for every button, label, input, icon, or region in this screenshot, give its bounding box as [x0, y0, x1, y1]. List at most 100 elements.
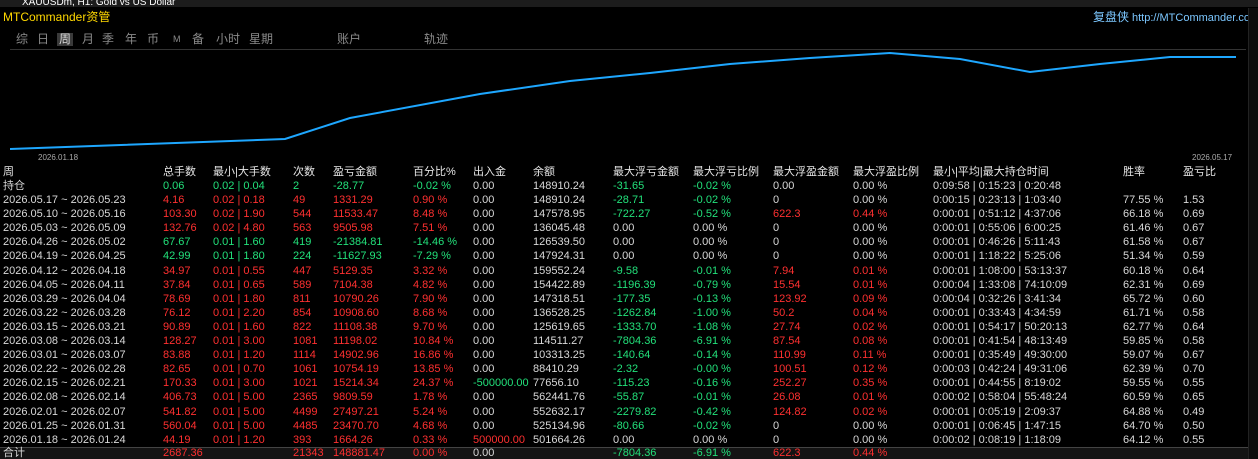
table-cell: 0.00 %: [853, 194, 888, 206]
table-cell: 合计: [3, 447, 25, 459]
table-cell: 1114: [293, 349, 316, 362]
tab[interactable]: 星期: [249, 32, 274, 46]
table-cell: 0.01 | 3.00: [213, 335, 265, 347]
table-cell: 0.01 | 1.60: [213, 320, 265, 333]
table-cell: 8.68 %: [413, 306, 448, 319]
table-cell: 148910.24: [533, 194, 585, 206]
table-cell: 0:00:01 | 0:41:54 | 48:13:49: [933, 335, 1068, 347]
tab[interactable]: 币: [147, 32, 160, 46]
table-cell: 114511.27: [533, 335, 584, 347]
table-cell: 0:00:01 | 0:05:19 | 2:09:37: [933, 405, 1062, 418]
table-cell: 0.01 | 1.20: [213, 433, 265, 446]
column-header: 周: [3, 166, 14, 178]
table-cell: 0.58: [1183, 306, 1205, 319]
table-cell: 124.82: [773, 405, 807, 418]
equity-curve: [9, 51, 1236, 150]
table-cell: 21343: [293, 447, 324, 459]
table-cell: 0.01 | 0.55: [213, 264, 265, 277]
tab[interactable]: 账户: [337, 32, 362, 46]
table-cell: 15.54: [773, 278, 801, 291]
table-cell: 811: [293, 292, 311, 305]
table-cell: 0.60: [1183, 292, 1205, 305]
table-cell: -14.46 %: [413, 236, 458, 249]
table-cell: 0.00 %: [693, 236, 728, 249]
table-cell: 76.12: [163, 306, 191, 319]
table-cell: 2026.03.01 ~ 2026.03.07: [3, 349, 126, 362]
table-cell: -0.01 %: [693, 264, 731, 277]
table-cell: 0:00:01 | 0:54:17 | 50:20:13: [933, 320, 1068, 333]
column-header: 胜率: [1123, 166, 1145, 178]
tab[interactable]: 月: [82, 32, 95, 46]
table-cell: 0.00: [613, 236, 635, 249]
table-cell: 148910.24: [533, 180, 585, 192]
table-cell: -0.52 %: [693, 208, 731, 221]
brand[interactable]: 复盘侠: [1093, 10, 1130, 24]
table-cell: 126539.50: [533, 236, 585, 249]
scrollbar[interactable]: [1248, 8, 1258, 459]
table-cell: 0.00: [473, 250, 495, 263]
table-cell: 4.16: [163, 194, 185, 206]
table-cell: 9505.98: [333, 222, 373, 235]
table-cell: 0.00 %: [413, 447, 448, 459]
url-link[interactable]: http://MTCommander.com: [1132, 12, 1258, 24]
table-cell: 61.58 %: [1123, 236, 1164, 249]
tab[interactable]: 备: [192, 32, 205, 46]
table-cell: 7104.38: [333, 278, 373, 291]
table-cell: 11533.47: [333, 208, 379, 221]
table-cell: 0.00: [473, 306, 495, 319]
table-cell: 541.82: [163, 405, 197, 418]
table-cell: 0.50: [1183, 419, 1205, 432]
table-cell: 61.46 %: [1123, 222, 1164, 235]
tab[interactable]: M: [173, 34, 181, 44]
table-cell: 0:00:04 | 1:33:08 | 74:10:09: [933, 278, 1068, 291]
tab[interactable]: 季: [102, 32, 115, 46]
table-cell: -115.23: [613, 377, 650, 390]
table-cell: 136045.48: [533, 222, 585, 235]
table-cell: 224: [293, 250, 312, 263]
table-cell: -1333.70: [613, 320, 657, 333]
table-cell: 2026.02.15 ~ 2026.02.21: [3, 377, 126, 390]
table-cell: -0.14 %: [693, 349, 731, 362]
table-cell: 3.32 %: [413, 264, 448, 277]
table-cell: 0.49: [1183, 405, 1205, 418]
table-cell: 27497.21: [333, 405, 379, 418]
table-cell: 2026.03.15 ~ 2026.03.21: [3, 320, 126, 333]
table-cell: 2026.03.08 ~ 2026.03.14: [3, 335, 126, 347]
chart-start-label: 2026.01.18: [38, 153, 79, 162]
table-cell: 0:00:04 | 0:32:26 | 3:41:34: [933, 292, 1062, 305]
table-cell: 0.00: [473, 419, 495, 432]
table-cell: 2026.05.03 ~ 2026.05.09: [3, 222, 126, 235]
tab[interactable]: 年: [125, 32, 138, 46]
table-cell: 11198.02: [333, 335, 378, 347]
table-cell: 1021: [293, 377, 318, 390]
tab[interactable]: 综: [16, 32, 29, 46]
table-cell: 2026.01.25 ~ 2026.01.31: [3, 419, 126, 432]
table-cell: 1.78 %: [413, 391, 448, 404]
table-cell: 0.01 | 5.00: [213, 391, 265, 404]
total-row-bg: [0, 447, 1248, 459]
table-cell: 562441.76: [533, 391, 585, 404]
column-header: 总手数: [163, 166, 196, 178]
table-cell: 62.77 %: [1123, 320, 1164, 333]
table-cell: 0.00: [473, 264, 495, 277]
tab[interactable]: 周: [57, 32, 74, 46]
table-cell: 0.02 | 0.18: [213, 194, 265, 206]
table-cell: -2.32: [613, 363, 639, 376]
column-header: 最大浮盈比例: [853, 166, 919, 178]
column-header: 最大浮盈金额: [773, 166, 839, 178]
table-cell: 13.85 %: [413, 363, 454, 376]
table-cell: 0.00: [473, 391, 495, 404]
table-cell: 1.53: [1183, 194, 1205, 206]
tab[interactable]: 小时: [216, 32, 241, 46]
table-cell: 2026.05.17 ~ 2026.05.23: [3, 194, 126, 206]
tab[interactable]: 日: [37, 32, 50, 46]
table-cell: 0: [773, 419, 780, 432]
table-cell: 2026.04.26 ~ 2026.05.02: [3, 236, 126, 249]
table-cell: 0.01 | 1.80: [213, 250, 265, 263]
column-header: 百分比%: [413, 166, 456, 178]
tab[interactable]: 轨迹: [424, 32, 449, 46]
table-cell: 44.19: [163, 433, 191, 446]
table-cell: 136528.25: [533, 306, 585, 319]
table-cell: 0:00:01 | 1:08:00 | 53:13:37: [933, 264, 1068, 277]
table-cell: -0.16 %: [693, 377, 731, 390]
